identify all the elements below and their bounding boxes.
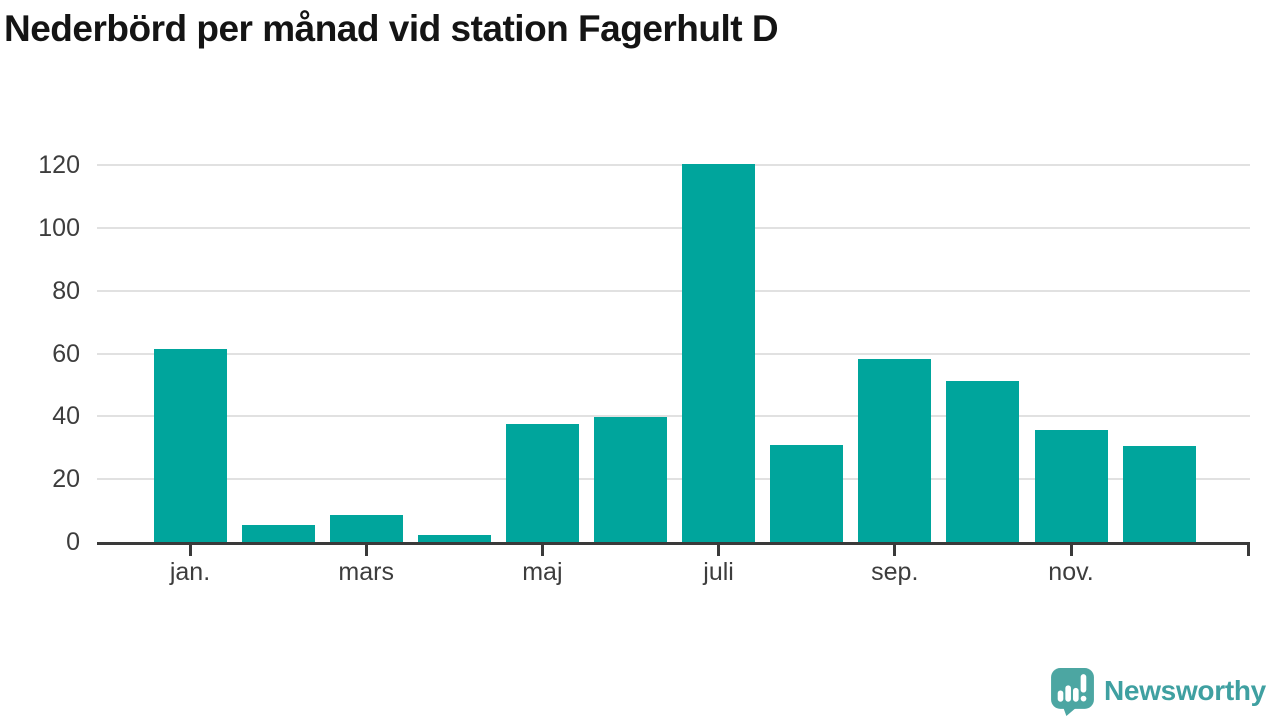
bar-juli [682, 164, 756, 542]
x-axis-tick-nov [1069, 542, 1073, 556]
x-axis-tick-label-jan: jan. [169, 558, 211, 586]
gridline-120 [97, 164, 1250, 166]
y-axis-tick-label-20: 20 [52, 465, 80, 494]
y-axis-tick-label-80: 80 [52, 276, 80, 305]
newsworthy-logo-text: Newsworthy [1104, 675, 1266, 706]
x-axis-tick-label-maj: maj [522, 558, 563, 586]
gridline-60 [97, 352, 1250, 355]
x-axis-end-tick [1247, 542, 1250, 556]
x-axis-tick-label-nov: nov. [1048, 558, 1094, 586]
bar-apr [417, 535, 491, 542]
gridline-80 [97, 289, 1250, 292]
y-axis-tick-label-0: 0 [66, 528, 80, 556]
y-axis-tick-label-100: 100 [38, 213, 80, 242]
y-axis-tick-label-60: 60 [52, 339, 80, 368]
x-axis-line [97, 542, 1250, 545]
gridline-100 [97, 226, 1250, 229]
bar-dec [1122, 445, 1196, 542]
bar-juni [594, 416, 667, 542]
gridline-40 [97, 415, 1250, 418]
bar-okt [946, 381, 1020, 542]
x-axis-tick-maj [540, 542, 544, 556]
gridline-20 [97, 478, 1250, 481]
bar-maj [505, 423, 579, 542]
x-axis-tick-juli [717, 542, 721, 556]
x-axis-tick-label-sep: sep. [871, 558, 919, 586]
newsworthy-logo-icon [1051, 667, 1094, 716]
x-axis-tick-label-juli: juli [703, 558, 734, 586]
x-axis-tick-mars [364, 542, 368, 556]
y-axis-tick-label-120: 120 [38, 151, 80, 179]
x-axis-tick-label-mars: mars [338, 558, 394, 586]
chart-title: Nederbörd per månad vid station Fagerhul… [4, 8, 779, 49]
bar-aug [770, 444, 844, 542]
y-axis-tick-label-40: 40 [52, 402, 80, 431]
bar-sep [858, 358, 932, 542]
bar-nov [1034, 430, 1108, 542]
x-axis-tick-jan [188, 542, 192, 556]
x-axis-tick-sep [893, 542, 897, 556]
bar-jan [153, 348, 227, 542]
bar-feb [241, 525, 315, 542]
bar-mars [329, 514, 403, 542]
newsworthy-logo: Newsworthy [1050, 666, 1266, 716]
